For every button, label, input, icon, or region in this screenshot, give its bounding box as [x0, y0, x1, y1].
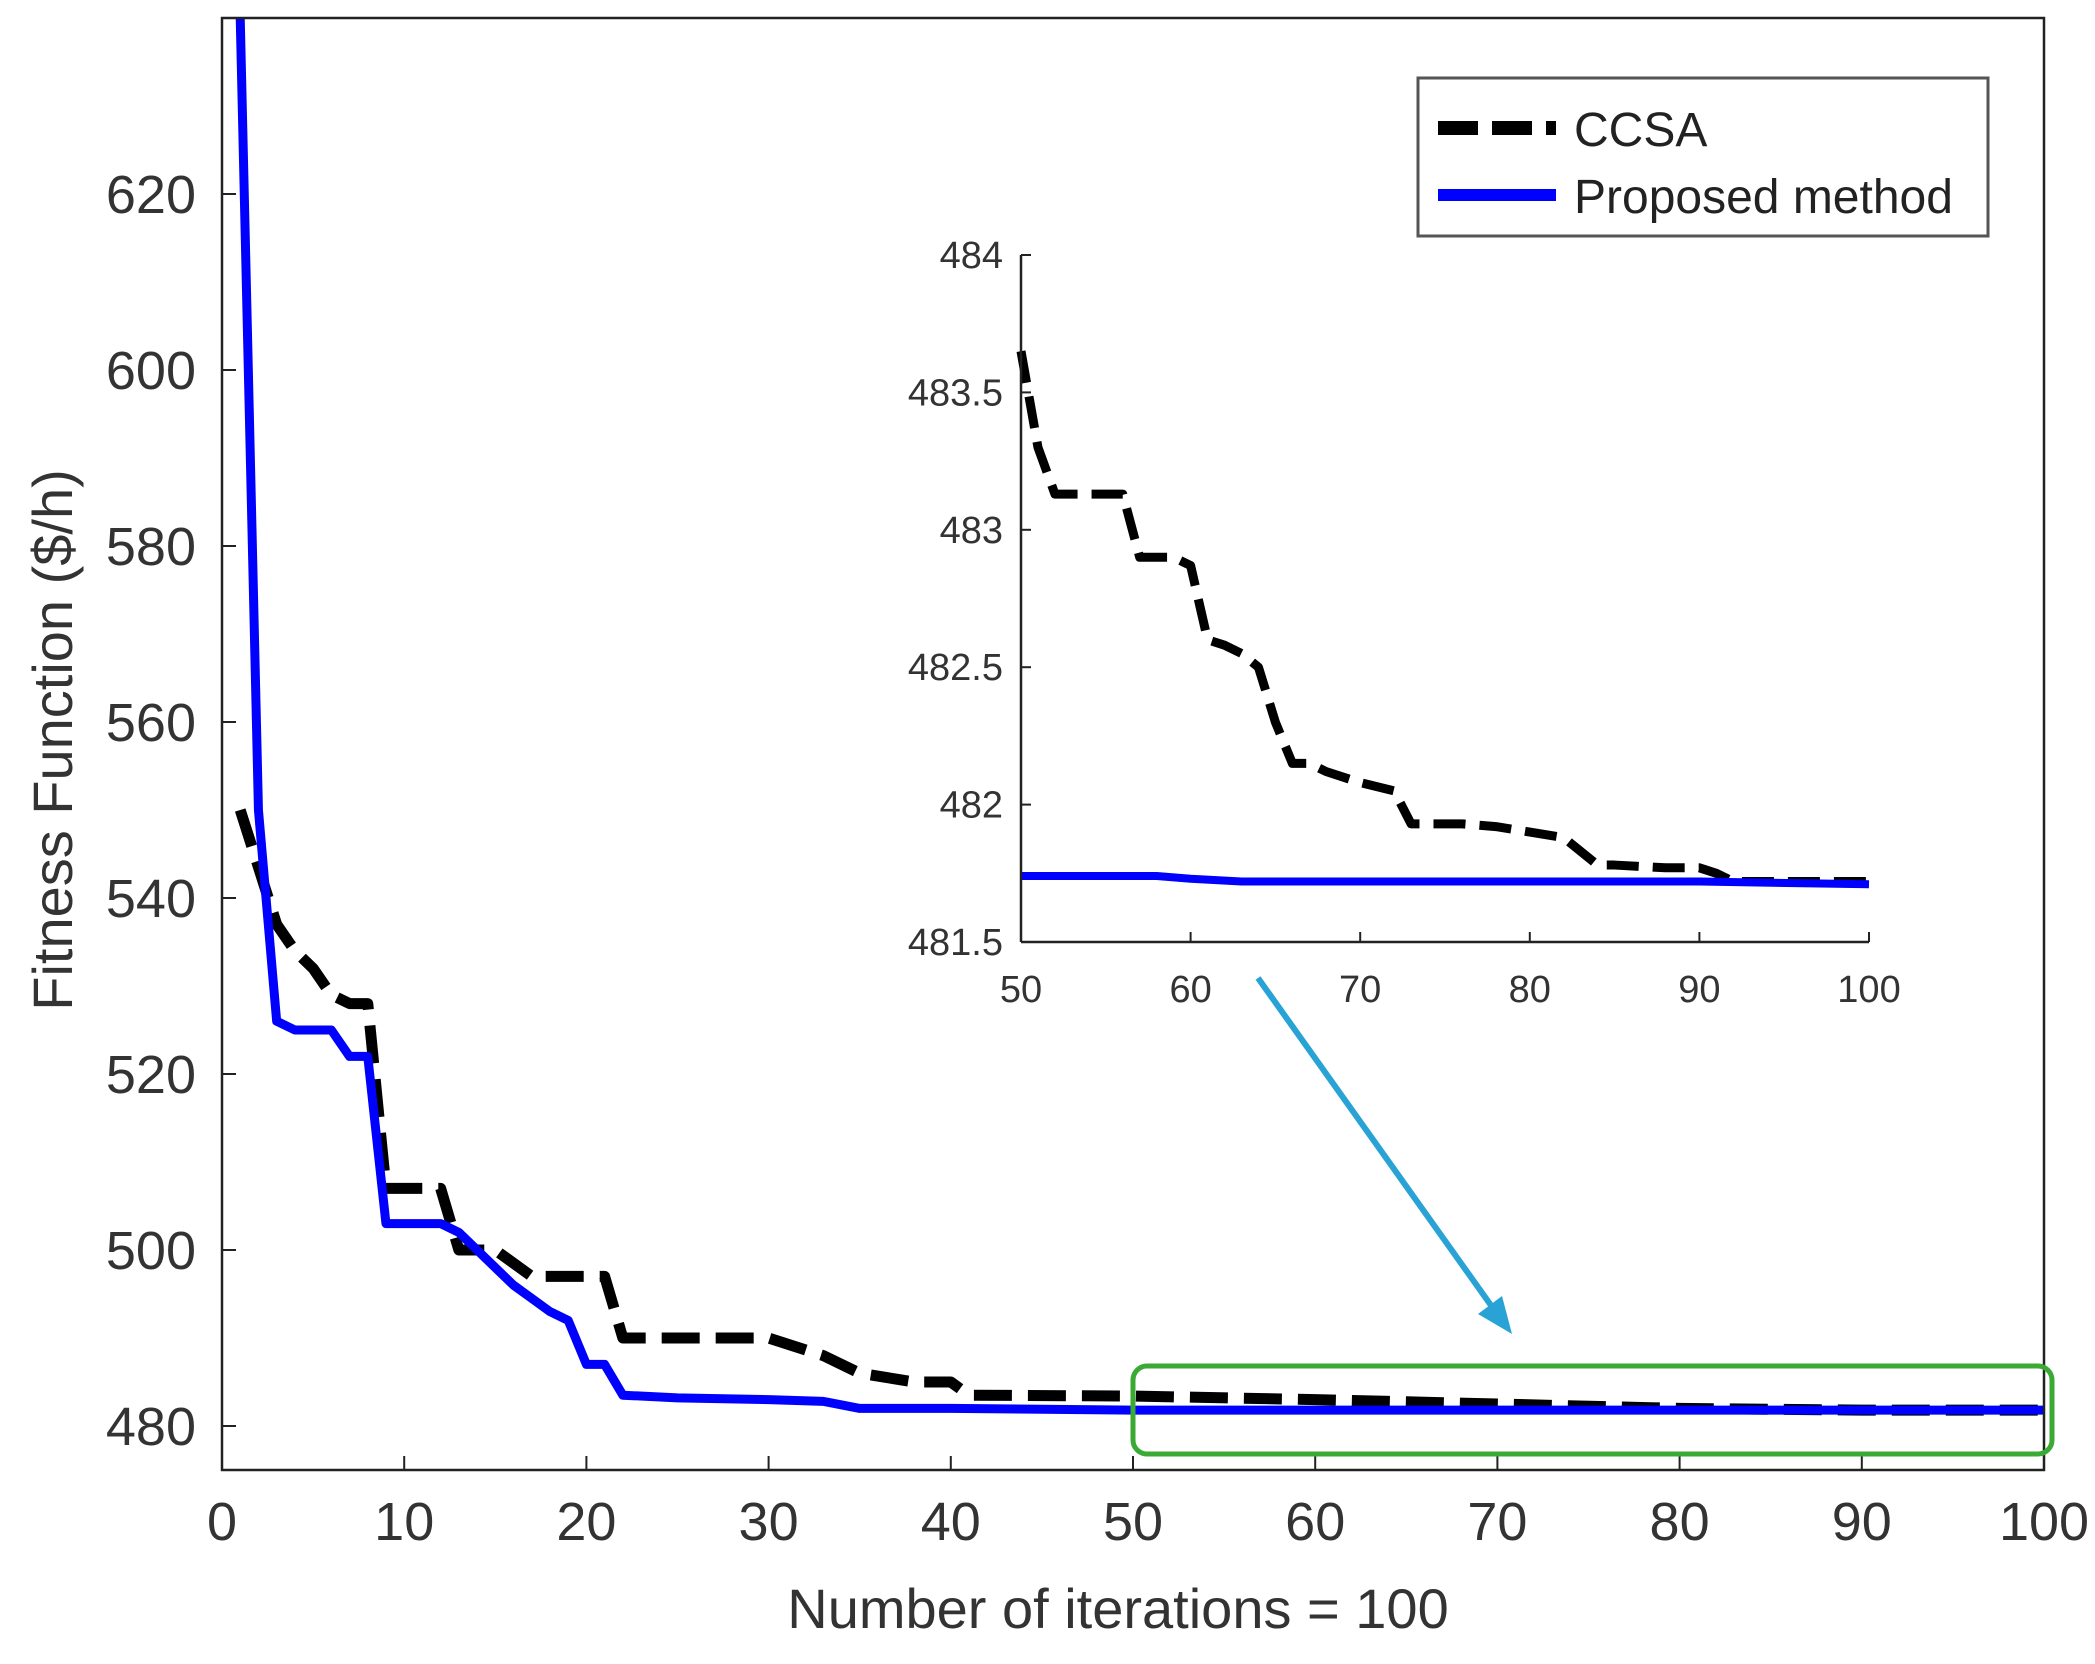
main-y-tick-label: 620: [106, 165, 196, 225]
main-tick-labels: 0 10 20 30 40 50 60 70 80 90 100 480 500 520 540 560 580…: [106, 165, 2089, 1552]
inset-tick-labels: 50 60 70 80 90 100 481.5 482 482.5 483 483.5 484: [908, 235, 1901, 1011]
main-x-tick-label: 50: [1103, 1492, 1163, 1552]
main-x-tick-label: 100: [1999, 1492, 2089, 1552]
main-chart: 0 10 20 30 40 50 60 70 80 90 100 480 500 520 540 560 580…: [21, 16, 2089, 1640]
main-x-tick-label: 0: [207, 1492, 237, 1552]
main-x-tick-label: 20: [556, 1492, 616, 1552]
inset-x-tick-label: 70: [1339, 969, 1381, 1011]
zoom-arrow: [1255, 976, 1512, 1334]
inset-y-tick-label: 482: [940, 785, 1003, 827]
inset-series-ccsa: [1016, 350, 1869, 887]
zoom-highlight-box: [1130, 1363, 2055, 1457]
main-series-layer: [234, 17, 2044, 1416]
main-series-proposed-method: [235, 17, 2044, 1415]
main-x-tick-label: 10: [374, 1492, 434, 1552]
legend-label-ccsa: CCSA: [1574, 104, 1707, 157]
inset-axes: [1019, 255, 1869, 944]
main-plot-frame: [220, 16, 2046, 1472]
main-y-axis-label: Fitness Function ($/h): [21, 469, 84, 1011]
inset-y-tick-label: 481.5: [908, 922, 1003, 964]
inset-chart: 50 60 70 80 90 100 481.5 482 482.5 483 483.5 484: [908, 235, 1901, 1011]
legend: CCSA Proposed method: [1416, 76, 1990, 238]
main-x-tick-label: 40: [921, 1492, 981, 1552]
inset-y-tick-label: 482.5: [908, 647, 1003, 689]
main-y-tick-label: 500: [106, 1221, 196, 1281]
main-x-axis-label: Number of iterations = 100: [787, 1577, 1448, 1640]
main-y-tick-label: 520: [106, 1045, 196, 1105]
zoom-arrow-line: [1255, 976, 1503, 1320]
main-y-tick-label: 600: [106, 341, 196, 401]
legend-box: [1416, 76, 1990, 238]
main-y-tick-label: 480: [106, 1397, 196, 1457]
main-x-tick-label: 90: [1832, 1492, 1892, 1552]
main-x-tick-label: 70: [1467, 1492, 1527, 1552]
main-x-tick-label: 60: [1285, 1492, 1345, 1552]
main-y-tick-label: 560: [106, 693, 196, 753]
main-y-tick-label: 540: [106, 869, 196, 929]
main-x-tick-label: 30: [739, 1492, 799, 1552]
inset-series-layer: [1016, 350, 1870, 889]
legend-label-proposed: Proposed method: [1574, 171, 1953, 224]
inset-x-tick-label: 100: [1837, 969, 1900, 1011]
main-x-tick-label: 80: [1650, 1492, 1710, 1552]
inset-x-tick-label: 80: [1509, 969, 1551, 1011]
inset-x-tick-label: 60: [1169, 969, 1211, 1011]
main-y-tick-label: 580: [106, 517, 196, 577]
zoom-arrow-head: [1478, 1296, 1512, 1334]
inset-axis-ticks: [1020, 254, 1870, 943]
inset-y-tick-label: 483.5: [908, 372, 1003, 414]
inset-y-tick-label: 483: [940, 510, 1003, 552]
main-axis-ticks: [221, 193, 2045, 1470]
main-series-ccsa: [234, 808, 2044, 1416]
inset-y-tick-label: 484: [940, 235, 1003, 277]
inset-series-proposed-method: [1021, 872, 1870, 889]
inset-x-tick-label: 90: [1678, 969, 1720, 1011]
inset-x-tick-label: 50: [1000, 969, 1042, 1011]
